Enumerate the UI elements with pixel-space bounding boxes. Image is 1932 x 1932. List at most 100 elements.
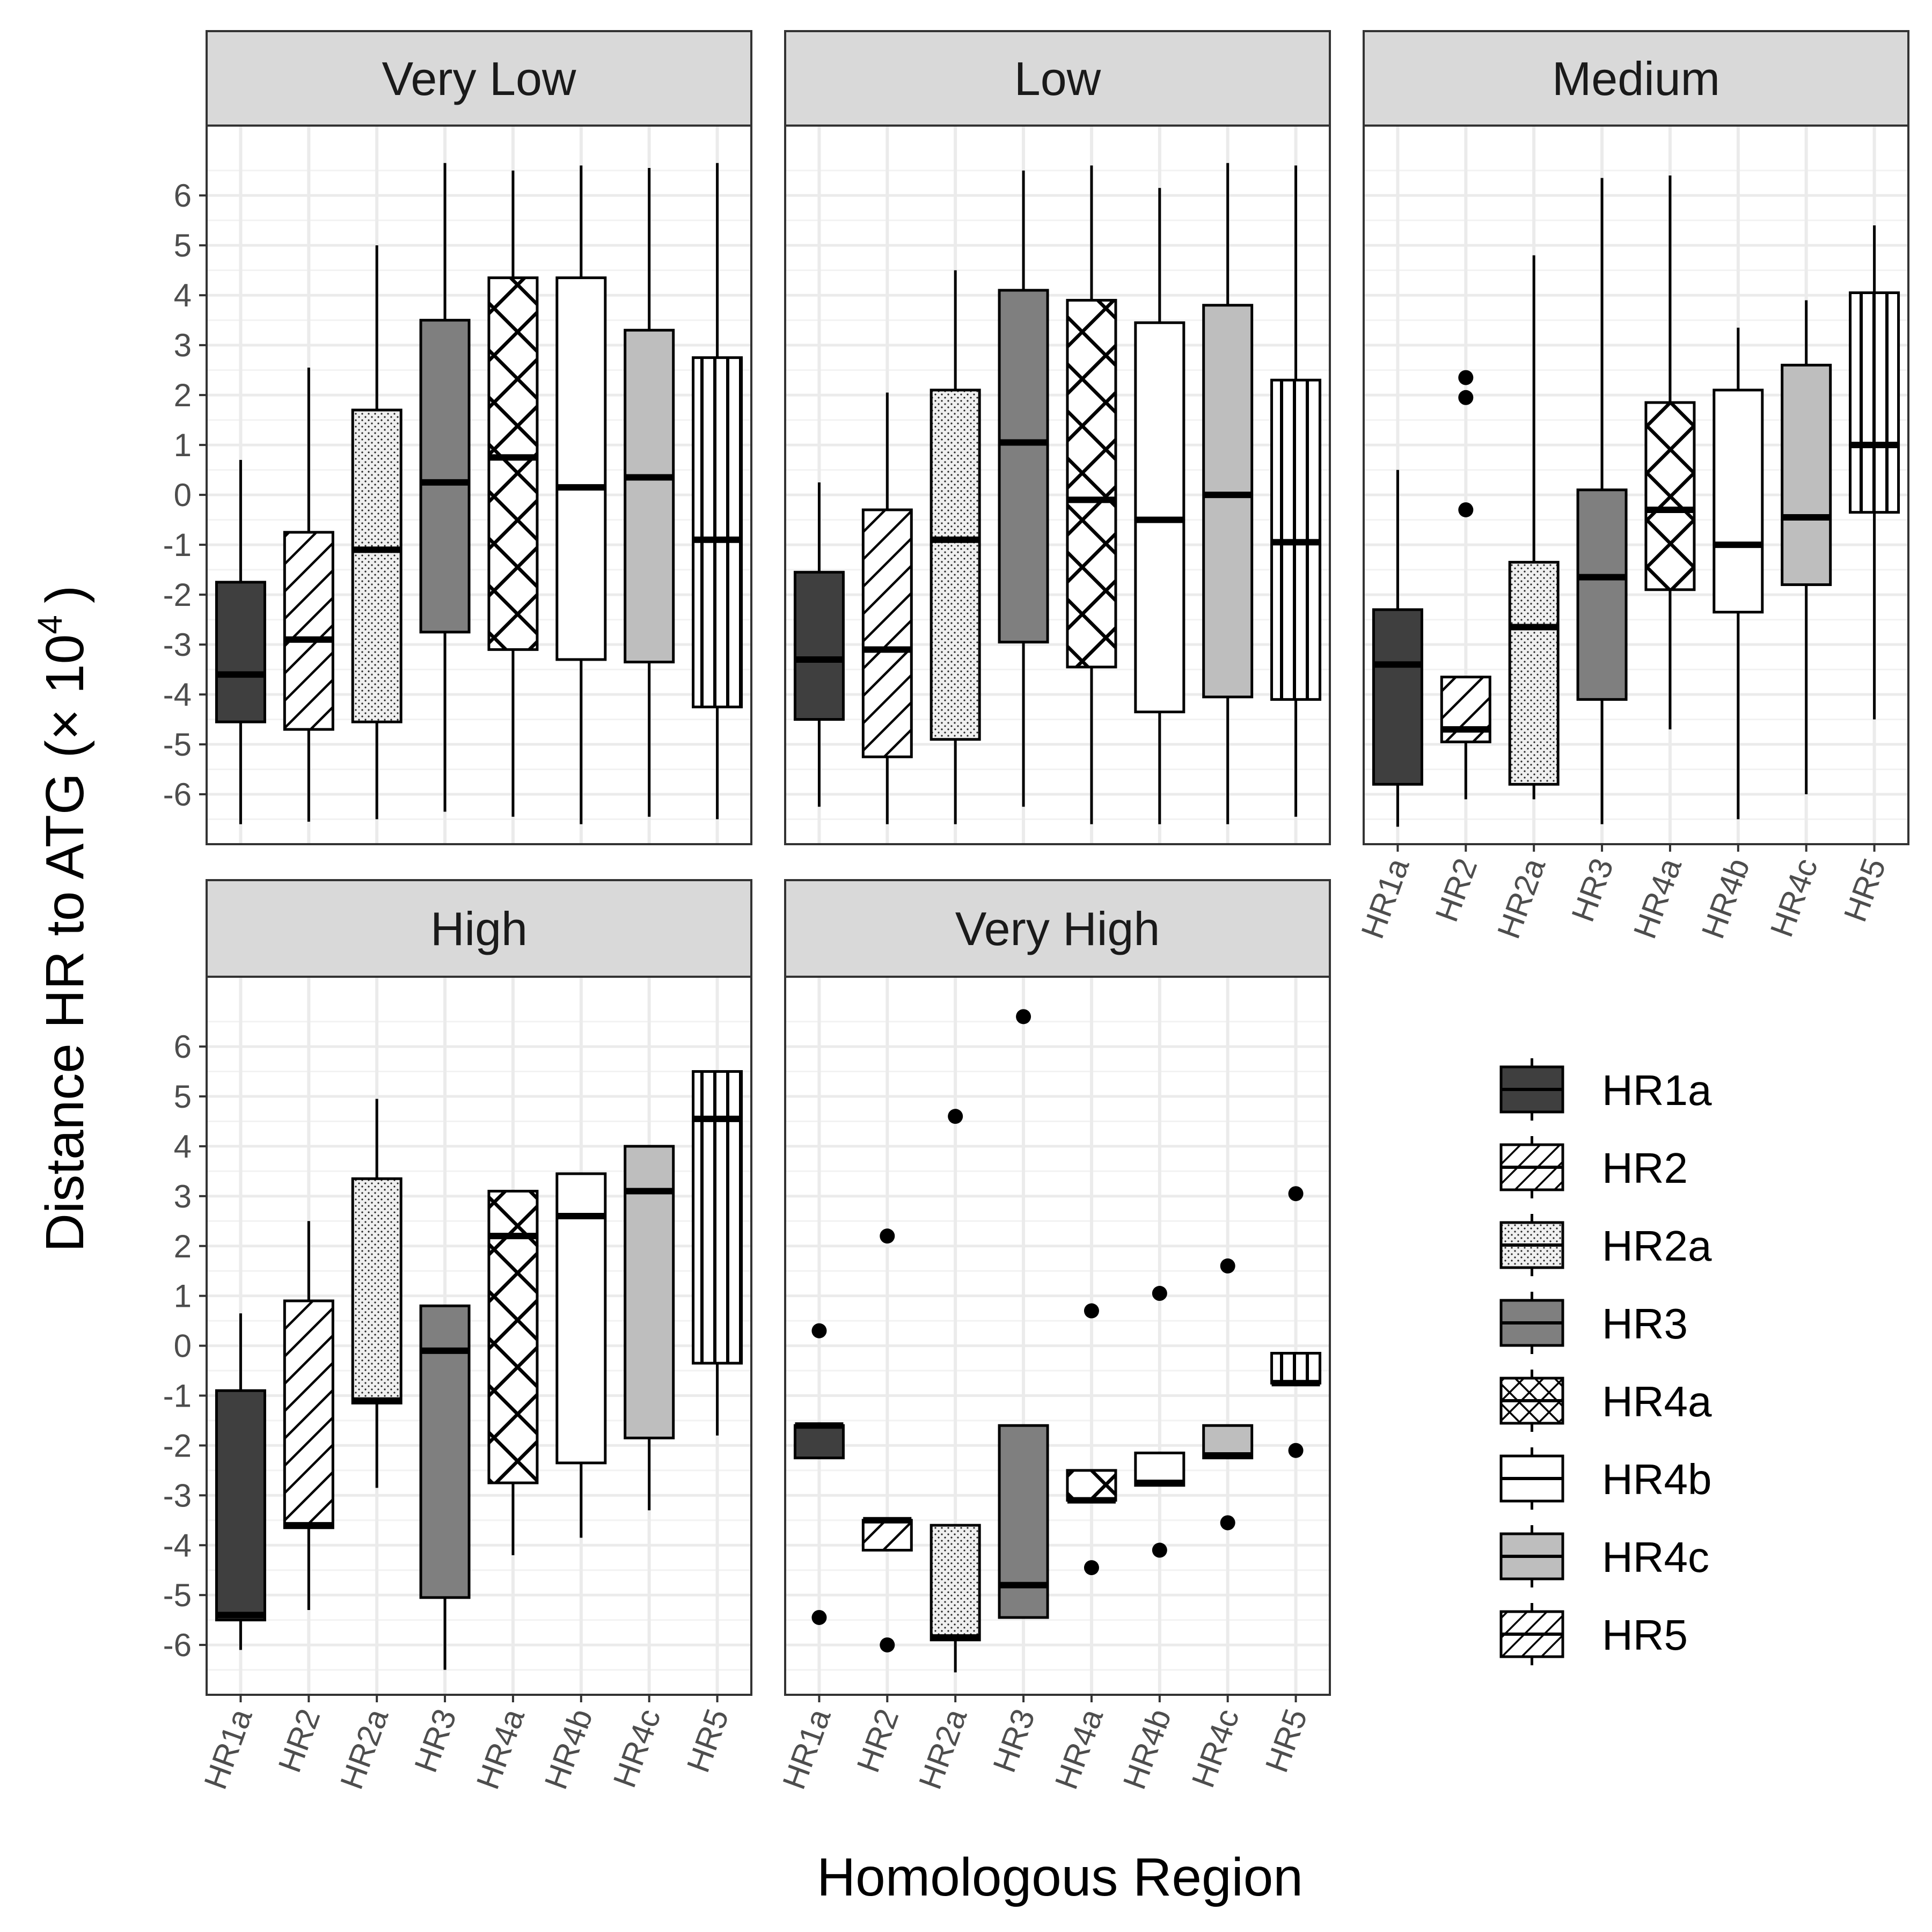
panel-border <box>1363 125 1909 845</box>
box-fill <box>1203 305 1252 697</box>
box-medium-hr1a <box>1372 470 1423 827</box>
box-pattern <box>284 1300 333 1528</box>
box-outline <box>1644 401 1696 591</box>
strip-label-high: High <box>430 902 528 955</box>
y-tick-label: -4 <box>163 677 192 713</box>
box-fill <box>1714 390 1762 612</box>
box-pattern <box>1510 562 1558 785</box>
strip-label-very-low: Very Low <box>382 52 576 105</box>
x-tick-label: HR1a <box>775 1704 838 1794</box>
legend-label: HR4c <box>1602 1533 1709 1581</box>
box-low-hr1a <box>793 482 845 807</box>
box-outline <box>1713 389 1764 614</box>
box-pattern <box>693 357 742 707</box>
y-tick-label: -3 <box>163 627 192 663</box>
box-very-high-hr4a <box>1066 1303 1117 1576</box>
y-axis-title-main: Distance HR to ATG (× 10 <box>35 634 95 1252</box>
y-tick-label: 2 <box>174 1228 192 1264</box>
box-outline <box>624 1145 675 1439</box>
legend-label: HR1a <box>1602 1066 1712 1114</box>
box-medium-hr3 <box>1576 178 1628 824</box>
box-very-high-hr2 <box>861 1228 913 1653</box>
box-outline <box>1849 291 1900 514</box>
box-outline <box>215 1389 266 1622</box>
legend-item-hr4c: HR4c <box>1499 1525 1709 1587</box>
outlier-point <box>811 1609 827 1625</box>
legend-label: HR3 <box>1602 1300 1688 1348</box>
outlier-point <box>1458 390 1474 405</box>
box-fill <box>999 1425 1048 1618</box>
box-high-hr3 <box>419 1304 471 1670</box>
box-pattern <box>1271 1353 1320 1384</box>
panel-very-high: Very High HR1a HR2 HR2a HR3 HR4a HR4b HR4c HR5 <box>775 879 1331 1794</box>
legend-label: HR2 <box>1602 1144 1688 1192</box>
box-very-low-hr4a <box>487 170 539 817</box>
y-tick-label: -6 <box>163 1627 192 1663</box>
y-tick-label: 0 <box>174 1328 192 1364</box>
y-tick-label: 0 <box>174 477 192 513</box>
legend-label: HR5 <box>1602 1611 1688 1659</box>
box-outline <box>998 1424 1049 1619</box>
y-tick-label: -5 <box>163 727 192 763</box>
x-tick-label: HR4c <box>606 1704 668 1792</box>
box-low-hr2 <box>861 392 913 824</box>
y-tick-label: -3 <box>163 1477 192 1513</box>
box-outline <box>419 1304 471 1599</box>
box-high-hr1a <box>215 1313 266 1650</box>
box-outline <box>1508 561 1560 786</box>
y-tick-label: 2 <box>174 377 192 413</box>
plot-background <box>785 977 1330 1695</box>
x-tick-label: HR1a <box>1354 853 1416 943</box>
box-high-hr2a <box>351 1099 402 1488</box>
strip-medium <box>1363 30 1909 127</box>
x-tick-label: HR2a <box>912 1704 974 1794</box>
box-fill <box>1578 489 1627 700</box>
legend-item-hr1a: HR1a <box>1499 1058 1712 1121</box>
x-tick-label: HR3 <box>986 1704 1042 1777</box>
y-tick-label: 3 <box>174 327 192 363</box>
y-tick-label: 1 <box>174 1278 192 1314</box>
box-fill <box>216 582 265 722</box>
outlier-point <box>1084 1303 1099 1319</box>
box-outline <box>1781 363 1832 586</box>
y-tick-label: 6 <box>174 178 192 214</box>
box-very-low-hr4b <box>555 165 607 824</box>
y-tick-label: -2 <box>163 1428 192 1463</box>
y-tick-label: -1 <box>163 1378 192 1414</box>
outlier-point <box>811 1323 827 1338</box>
box-outline <box>351 408 402 723</box>
y-tick-label: -6 <box>163 777 192 813</box>
y-tick-label: 3 <box>174 1179 192 1214</box>
box-fill <box>999 290 1048 642</box>
legend-item-hr2: HR2 <box>1499 1136 1688 1198</box>
panel-border <box>206 125 752 845</box>
box-pattern <box>1645 402 1694 590</box>
box-outline <box>1066 298 1117 669</box>
box-fill <box>795 572 844 720</box>
box-low-hr4a <box>1066 165 1117 824</box>
box-fill <box>795 1425 844 1458</box>
panel-border <box>784 976 1331 1696</box>
box-medium-hr4b <box>1713 327 1764 819</box>
box-fill <box>421 1306 470 1598</box>
panels-layer: Very Low -6 -5 -4 -3 -2 -1 0 1 2 3 4 5 6 Low Medium HR1a… <box>163 30 1909 1794</box>
box-high-hr5 <box>692 1070 743 1436</box>
outlier-point <box>1220 1515 1235 1531</box>
box-outline <box>487 1190 539 1484</box>
x-tick-label: HR3 <box>1564 854 1620 927</box>
box-very-low-hr4c <box>624 168 675 817</box>
x-tick-label: HR4c <box>1185 1704 1246 1792</box>
panel-very-low: Very Low -6 -5 -4 -3 -2 -1 0 1 2 3 4 5 6 <box>163 30 752 845</box>
x-tick-label: HR2 <box>272 1704 327 1777</box>
y-tick-label: -1 <box>163 527 192 563</box>
legend-item-hr5: HR5 <box>1499 1603 1688 1665</box>
box-very-low-hr5 <box>692 163 743 819</box>
y-tick-label: 4 <box>174 277 192 313</box>
y-tick-label: 6 <box>174 1029 192 1065</box>
y-tick-label: -5 <box>163 1577 192 1613</box>
box-very-low-hr2 <box>283 367 334 822</box>
box-outline <box>930 389 981 741</box>
box-high-hr2 <box>283 1221 334 1611</box>
strip-very-low <box>206 30 752 127</box>
